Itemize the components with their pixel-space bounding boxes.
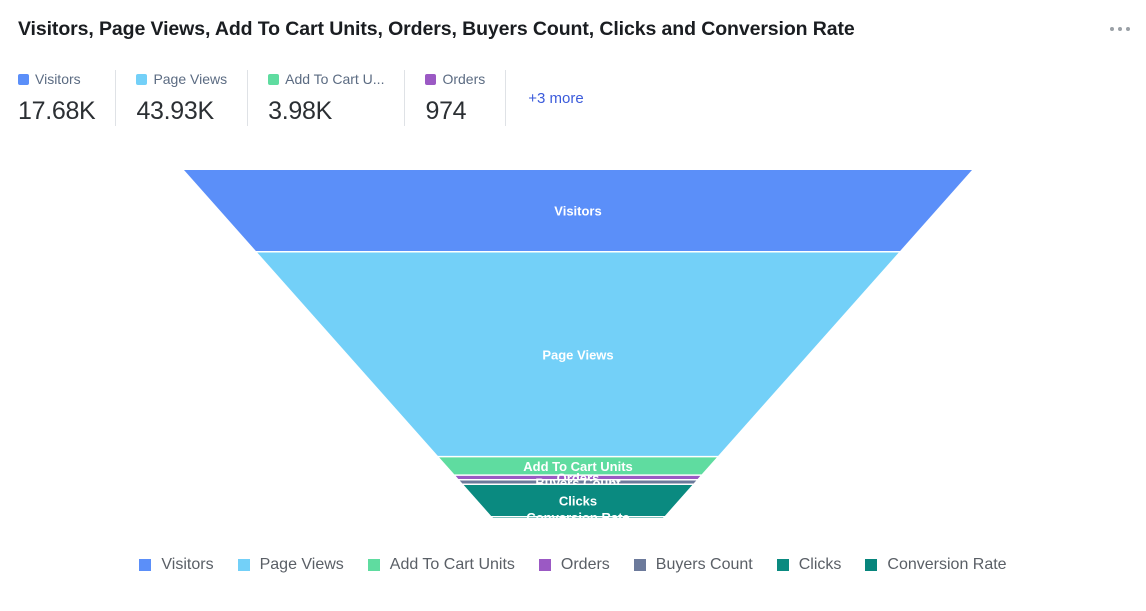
legend-item-clicks[interactable]: Clicks	[776, 556, 842, 574]
legend-label: Visitors	[161, 556, 214, 573]
legend-item-page-views[interactable]: Page Views	[237, 556, 344, 574]
funnel-segment-orders[interactable]	[455, 475, 701, 479]
chart-title: Visitors, Page Views, Add To Cart Units,…	[18, 18, 855, 40]
legend-item-buyers-count[interactable]: Buyers Count	[633, 556, 753, 574]
kpi-swatch	[136, 73, 148, 85]
kpi-swatch	[425, 73, 437, 85]
legend-item-visitors[interactable]: Visitors	[139, 556, 214, 574]
funnel-segment-clicks[interactable]	[463, 485, 693, 516]
menu-dot	[1110, 27, 1114, 31]
legend-label: Page Views	[259, 556, 344, 573]
menu-dot	[1118, 27, 1122, 31]
funnel-label-visitors: Visitors	[554, 204, 601, 219]
legend-swatch	[633, 559, 646, 571]
funnel-label-add-to-cart-units: Add To Cart Units	[523, 459, 633, 474]
more-horizontal-icon[interactable]	[1110, 22, 1130, 36]
kpi-value: 17.68K	[18, 97, 96, 125]
legend-label: Buyers Count	[655, 556, 753, 573]
kpi-label: Page Views	[136, 70, 227, 88]
funnel-segment-page-views[interactable]	[257, 252, 899, 456]
kpi-swatch	[268, 73, 280, 85]
kpi-add-to-cart[interactable]: Add To Cart U... 3.98K	[247, 70, 404, 126]
legend-swatch	[865, 559, 878, 571]
funnel-label-page-views: Page Views	[542, 347, 613, 362]
kpi-label-text: Orders	[442, 71, 486, 87]
legend-item-add-to-cart-units[interactable]: Add To Cart Units	[367, 556, 515, 574]
funnel-segment-buyers-count[interactable]	[459, 480, 697, 484]
kpi-visitors[interactable]: Visitors 17.68K	[18, 70, 115, 126]
kpi-value: 3.98K	[268, 97, 332, 125]
menu-dot	[1126, 27, 1130, 31]
kpi-value: 43.93K	[136, 97, 214, 125]
legend-item-conversion-rate[interactable]: Conversion Rate	[865, 556, 1007, 574]
kpi-label-text: Visitors	[35, 71, 81, 87]
funnel-label-clicks: Clicks	[559, 494, 597, 509]
kpi-label-text: Page Views	[153, 71, 228, 87]
kpi-label-text: Add To Cart U...	[285, 71, 385, 87]
funnel-segment-conversion-rate[interactable]	[492, 517, 664, 518]
kpi-summary: Visitors 17.68K Page Views 43.93K Add To…	[18, 70, 584, 126]
show-more-link[interactable]: +3 more	[505, 70, 584, 126]
legend-label: Conversion Rate	[887, 556, 1007, 573]
legend-label: Clicks	[798, 556, 842, 573]
funnel-segment-visitors[interactable]	[184, 170, 972, 251]
legend-item-orders[interactable]: Orders	[538, 556, 610, 574]
chart-legend: Visitors Page Views Add To Cart Units Order…	[0, 556, 1146, 574]
legend-swatch	[237, 559, 250, 571]
funnel-label-conversion-rate: Conversion Rate	[526, 510, 629, 525]
kpi-orders[interactable]: Orders 974	[404, 70, 505, 126]
legend-swatch	[367, 559, 380, 571]
kpi-label: Add To Cart U...	[268, 70, 384, 88]
legend-label: Orders	[560, 556, 610, 573]
kpi-swatch	[18, 73, 29, 85]
legend-swatch	[776, 559, 789, 571]
kpi-label: Visitors	[18, 70, 95, 88]
funnel-segment-add-to-cart-units[interactable]	[439, 457, 717, 475]
legend-swatch	[538, 559, 551, 571]
kpi-page-views[interactable]: Page Views 43.93K	[115, 70, 247, 126]
kpi-label: Orders	[425, 70, 485, 88]
legend-swatch	[139, 559, 152, 571]
legend-label: Add To Cart Units	[389, 556, 515, 573]
kpi-value: 974	[425, 97, 467, 125]
